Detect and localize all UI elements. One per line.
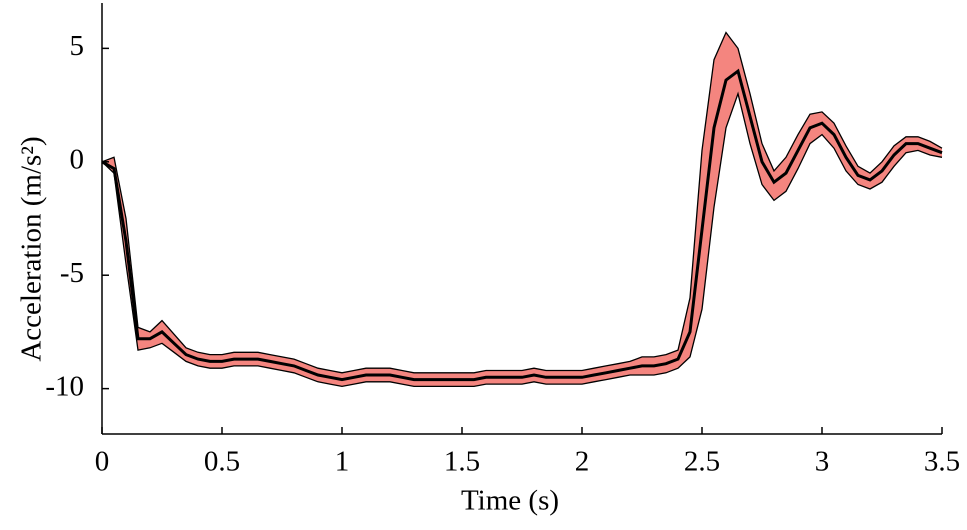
- y-tick-label: -10: [45, 370, 84, 402]
- y-tick-label: 0: [70, 143, 85, 175]
- x-tick-label: 0: [95, 446, 110, 478]
- y-axis-label: Acceleration (m/s²): [16, 136, 48, 361]
- band-lower-edge: [101, 91, 943, 388]
- x-tick-label: 0.5: [204, 446, 240, 478]
- x-tick-label: 2.5: [684, 446, 720, 478]
- confidence-band: [102, 32, 942, 387]
- x-axis-label: Time (s): [461, 485, 559, 517]
- x-tick-label: 3: [815, 446, 830, 478]
- x-tick-label: 3.5: [924, 446, 960, 478]
- x-tick-label: 1.5: [444, 446, 480, 478]
- band-upper-edge: [101, 31, 943, 374]
- x-tick-label: 1: [335, 446, 350, 478]
- y-tick-label: -5: [60, 257, 84, 289]
- mean-line: [101, 68, 943, 382]
- y-tick-label: 5: [70, 30, 85, 62]
- x-tick-label: 2: [575, 446, 590, 478]
